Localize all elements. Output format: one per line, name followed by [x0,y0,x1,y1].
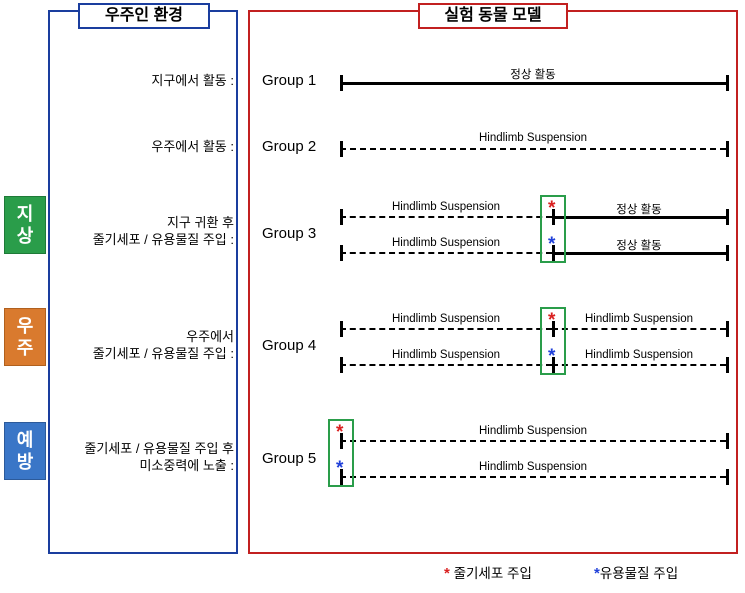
timeline-cap [726,433,729,449]
condition-label: 줄기세포 / 유용물질 주입 후미소중력에 노출 : [48,440,234,474]
group-label: Group 2 [262,138,316,155]
timeline-dashed [340,328,552,330]
timeline-label: 정상 활동 [589,201,689,217]
timeline-label: Hindlimb Suspension [458,132,608,144]
timeline-dashed [340,440,726,442]
group-label: Group 4 [262,337,316,354]
category-tag: 우주 [4,308,46,366]
group-label: Group 5 [262,450,316,467]
timeline-cap [726,321,729,337]
injection-highlight-box [328,419,354,487]
group-label: Group 3 [262,225,316,242]
condition-label: 지구에서 활동 : [48,72,234,89]
condition-label: 우주에서줄기세포 / 유용물질 주입 : [48,328,234,362]
timeline-label: Hindlimb Suspension [381,201,511,213]
category-tag: 지상 [4,196,46,254]
timeline-label: Hindlimb Suspension [458,461,608,473]
category-tag: 예방 [4,422,46,480]
timeline-cap [726,469,729,485]
legend-blue: *유용물질 주입 [594,562,678,582]
timeline-label: Hindlimb Suspension [381,237,511,249]
timeline-cap [726,141,729,157]
group-label: Group 1 [262,72,316,89]
timeline-dashed [340,364,552,366]
diagram-container: 우주인 환경 실험 동물 모델 지상우주예방 지구에서 활동 : 우주에서 활동 … [0,0,745,593]
timeline-cap [726,245,729,261]
right-panel-title: 실험 동물 모델 [418,3,568,29]
timeline-dashed [552,364,726,366]
injection-highlight-box [540,195,566,263]
timeline-dashed [340,252,552,254]
timeline-cap [726,209,729,225]
timeline-cap [726,75,729,91]
timeline-label: Hindlimb Suspension [381,349,511,361]
timeline-cap [726,357,729,373]
condition-label: 지구 귀환 후줄기세포 / 유용물질 주입 : [48,214,234,248]
legend-red: * 줄기세포 주입 [444,562,532,582]
condition-label: 우주에서 활동 : [48,138,234,155]
timeline-dashed [340,148,726,150]
timeline-label: 정상 활동 [589,237,689,253]
timeline-label: Hindlimb Suspension [381,313,511,325]
timeline-dashed [340,216,552,218]
left-panel-title: 우주인 환경 [78,3,210,29]
timeline-dashed [340,476,726,478]
timeline-dashed [552,328,726,330]
timeline-solid [340,82,726,85]
injection-highlight-box [540,307,566,375]
timeline-label: Hindlimb Suspension [574,349,704,361]
timeline-label: Hindlimb Suspension [574,313,704,325]
timeline-label: Hindlimb Suspension [458,425,608,437]
timeline-label: 정상 활동 [473,66,593,82]
